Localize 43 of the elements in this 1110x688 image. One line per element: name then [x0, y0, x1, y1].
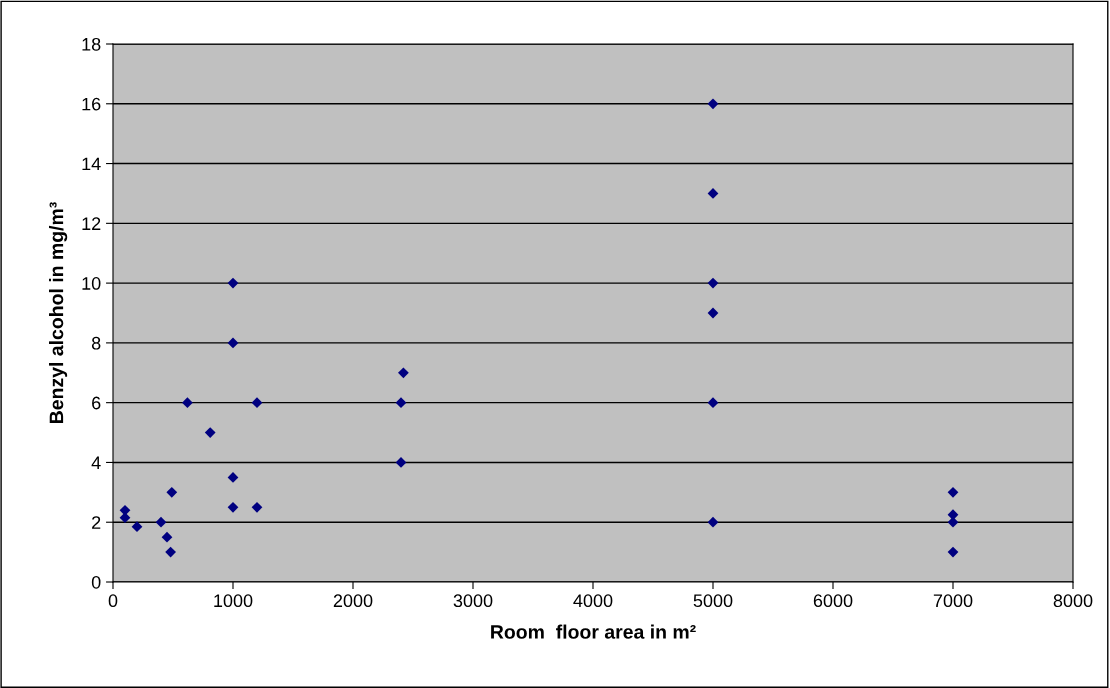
- y-tick-label: 4: [91, 456, 101, 469]
- point: [161, 531, 173, 543]
- x-tick-label: 6000: [813, 594, 853, 608]
- point: [166, 486, 178, 498]
- point: [251, 501, 263, 513]
- y-tick-label: 16: [82, 97, 101, 111]
- point: [227, 337, 239, 349]
- y-tick-label: 12: [82, 217, 101, 230]
- y-tick-label: 8: [91, 336, 101, 350]
- point: [947, 546, 959, 558]
- point: [707, 98, 719, 110]
- point: [251, 397, 263, 409]
- point: [227, 277, 239, 289]
- y-tick-label: 18: [82, 37, 101, 51]
- x-tick-label: 4000: [573, 594, 613, 608]
- x-tick-label: 5000: [693, 594, 733, 608]
- point: [131, 521, 143, 533]
- x-tick-label: 3000: [453, 594, 493, 608]
- point: [227, 501, 239, 513]
- point: [395, 397, 407, 409]
- point: [182, 397, 193, 409]
- y-tick-label: 6: [92, 396, 101, 410]
- point: [707, 307, 719, 319]
- y-tick-label: 2: [92, 516, 101, 529]
- point: [165, 546, 176, 558]
- point: [155, 516, 167, 528]
- y-axis-title: Benzyl alcohol in mg/m³: [49, 202, 68, 423]
- x-axis-title: Room floor area in m²: [491, 624, 696, 639]
- point: [398, 367, 409, 379]
- y-tick-label: 0: [91, 575, 101, 589]
- y-tick-label: 10: [82, 277, 101, 290]
- point: [707, 516, 719, 528]
- x-tick-label: 2000: [333, 594, 373, 608]
- x-tick-label: 8000: [1053, 594, 1093, 608]
- x-tick-label: 0: [108, 594, 118, 608]
- y-tick-label: 14: [82, 157, 101, 171]
- x-tick-label: 1000: [214, 594, 253, 608]
- point: [204, 427, 216, 438]
- point: [707, 397, 719, 409]
- x-tick-label: 7000: [933, 594, 973, 608]
- point: [947, 486, 959, 498]
- point: [227, 472, 239, 483]
- point: [707, 277, 719, 289]
